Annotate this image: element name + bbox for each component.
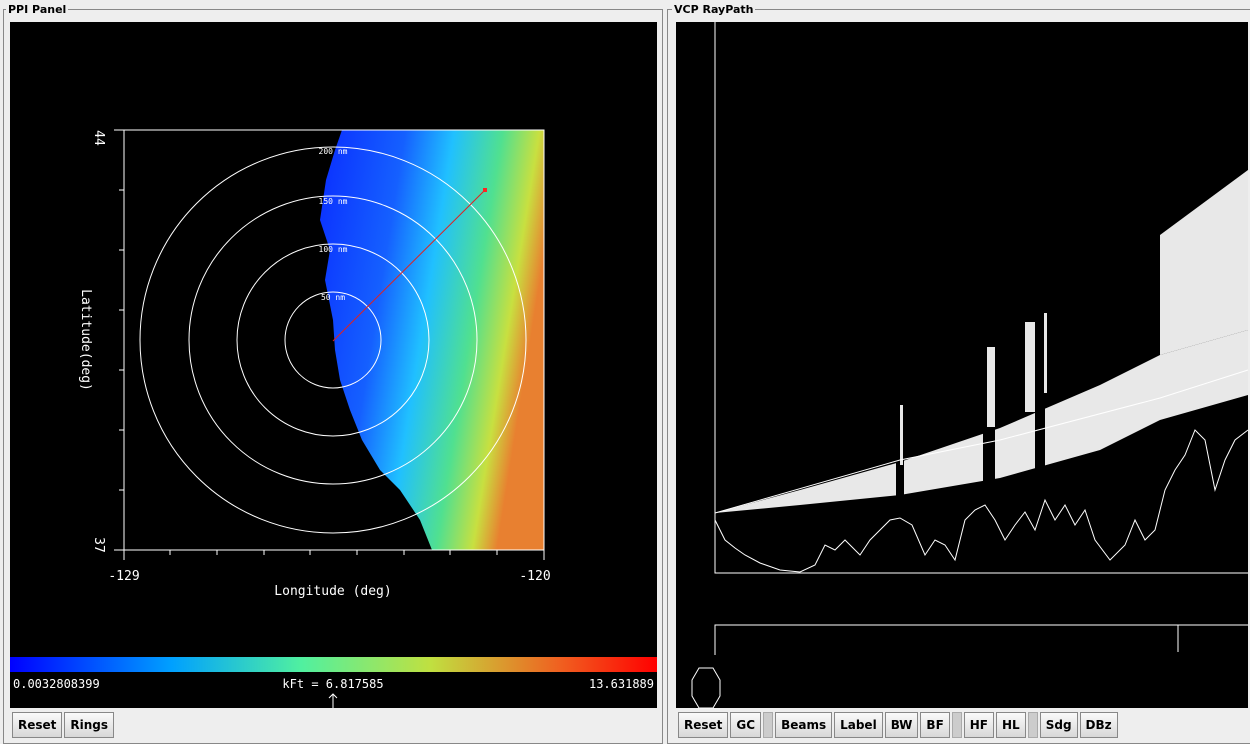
raypath-toolbar: Reset GC Beams Label BW BF HF HL Sdg DBz <box>678 712 1118 738</box>
x-axis-label: Longitude (deg) <box>274 584 391 599</box>
y-min-label: 37 <box>91 537 106 553</box>
button[interactable]: Reset <box>678 712 728 738</box>
button[interactable]: HL <box>996 712 1026 738</box>
ppi-toolbar: Reset Rings <box>12 712 114 738</box>
button[interactable]: DBz <box>1080 712 1118 738</box>
separator <box>952 712 962 738</box>
endpoint <box>483 188 487 192</box>
button[interactable]: Label <box>834 712 883 738</box>
app: PPI Panel VCP RayPath 50 nm 100 nm 150 n… <box>0 0 1250 744</box>
button[interactable]: Sdg <box>1040 712 1078 738</box>
ring-label: 200 nm <box>319 147 348 156</box>
button[interactable]: Beams <box>775 712 832 738</box>
button[interactable]: GC <box>730 712 761 738</box>
button[interactable]: Reset <box>12 712 62 738</box>
canvas: 50 nm 100 nm 150 nm 200 nm -129 -120 Lon… <box>0 0 1250 744</box>
button[interactable]: Rings <box>64 712 114 738</box>
separator <box>1028 712 1038 738</box>
button[interactable]: BF <box>920 712 949 738</box>
button[interactable]: BW <box>885 712 919 738</box>
button[interactable]: HF <box>964 712 994 738</box>
ppi-display <box>10 22 657 708</box>
colorbar-min: 0.0032808399 <box>13 677 100 691</box>
ring-label: 100 nm <box>319 245 348 254</box>
x-min-label: -129 <box>108 569 139 584</box>
y-axis-label: Latitude(deg) <box>78 289 93 391</box>
ring-label: 50 nm <box>321 293 345 302</box>
colorbar <box>10 657 657 672</box>
separator <box>763 712 773 738</box>
ring-label: 150 nm <box>319 197 348 206</box>
colorbar-center: kFt = 6.817585 <box>282 677 383 691</box>
y-max-label: 44 <box>91 130 106 146</box>
colorbar-max: 13.631889 <box>589 677 654 691</box>
x-max-label: -120 <box>519 569 550 584</box>
